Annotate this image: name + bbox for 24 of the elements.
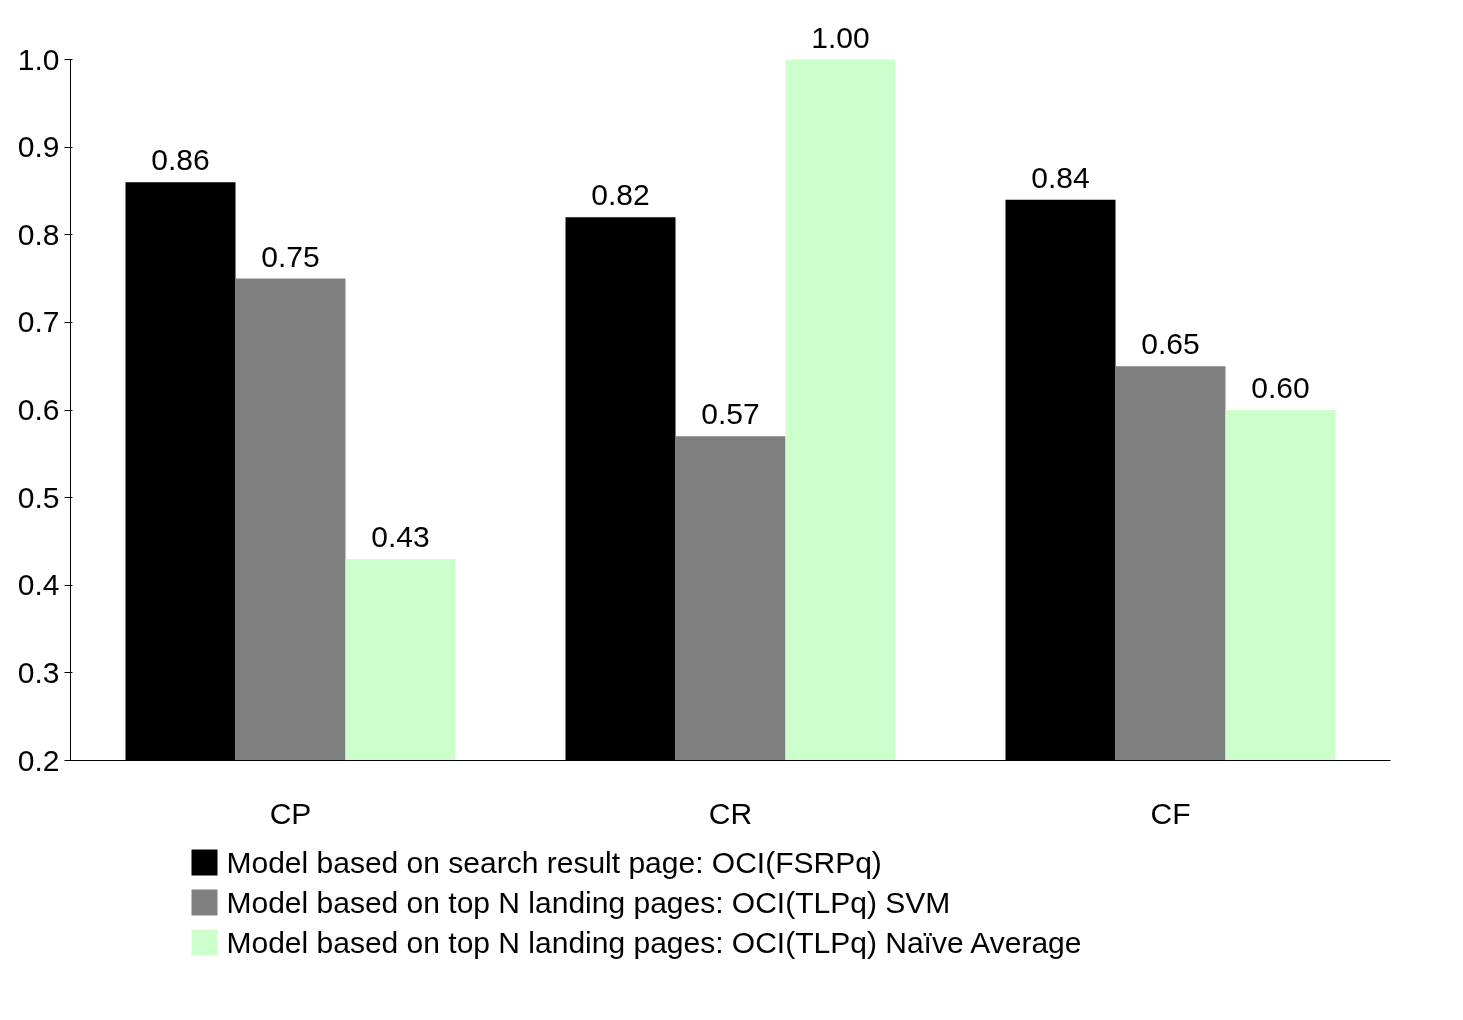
data-label: 0.65: [1141, 327, 1200, 361]
data-label: 0.57: [701, 397, 760, 431]
y-tick-label: 1.0: [17, 42, 60, 76]
y-tick-label: 0.7: [17, 305, 60, 339]
y-tick-label: 0.2: [17, 743, 60, 777]
data-label: 1.00: [811, 20, 870, 54]
data-label: 0.82: [591, 178, 650, 212]
y-tick-label: 0.9: [17, 130, 60, 164]
data-label: 0.75: [261, 239, 320, 273]
x-tick-label: CF: [1150, 796, 1191, 830]
y-tick-label: 0.4: [17, 568, 60, 602]
data-label: 0.86: [151, 143, 210, 177]
x-tick-label: CR: [708, 796, 753, 830]
data-label: 0.43: [371, 519, 430, 553]
x-tick-label: CP: [269, 796, 312, 830]
legend-label: Model based on search result page: OCI(FSRPq): [226, 846, 882, 879]
data-label: 0.84: [1031, 160, 1090, 194]
y-tick-label: 0.8: [17, 217, 60, 251]
data-label: 0.60: [1251, 371, 1310, 405]
y-tick-label: 0.6: [17, 393, 60, 427]
y-tick-label: 0.3: [17, 655, 60, 689]
y-tick-label: 0.5: [17, 480, 60, 514]
legend-label: Model based on top N landing pages: OCI(TLPq) Naïve Average: [226, 926, 1082, 959]
legend-label: Model based on top N landing pages: OCI(TLPq) SVM: [226, 886, 951, 919]
